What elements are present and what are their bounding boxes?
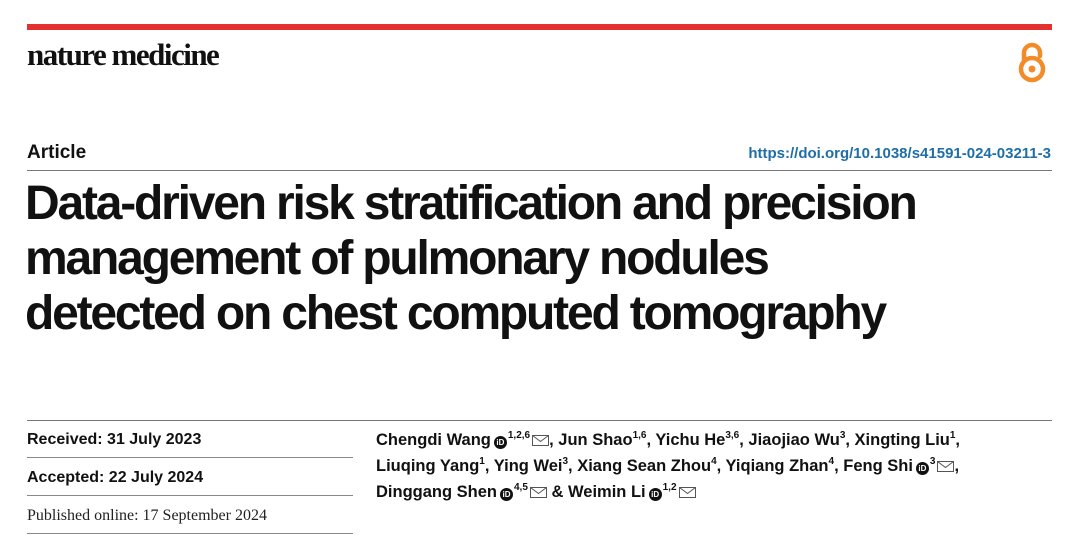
journal-name[interactable]: nature medicine bbox=[27, 37, 220, 72]
orcid-icon[interactable]: iD bbox=[648, 488, 662, 501]
author-separator: , bbox=[549, 431, 559, 449]
affiliation-marker[interactable]: 3 bbox=[562, 456, 569, 467]
affiliation-marker[interactable]: 3 bbox=[929, 456, 936, 467]
author-line: Dinggang Shen iD4,5 & Weimin Li iD1,2 bbox=[376, 479, 1036, 505]
author-name[interactable]: Jiaojiao Wu bbox=[748, 431, 840, 449]
orcid-icon[interactable]: iD bbox=[915, 462, 929, 475]
open-access-lock-icon[interactable] bbox=[1015, 40, 1049, 84]
author: Xingting Liu1, bbox=[854, 430, 961, 450]
author-separator: , bbox=[845, 431, 855, 449]
affiliation-marker[interactable]: 1 bbox=[479, 456, 485, 467]
affiliation-marker[interactable]: 4,5 bbox=[514, 482, 528, 493]
author: Jun Shao1,6, bbox=[558, 430, 656, 450]
title-line: management of pulmonary nodules bbox=[25, 232, 770, 285]
author-line: Chengdi Wang iD1,2,6, Jun Shao1,6, Yichu … bbox=[376, 427, 1036, 453]
author-name[interactable]: Yichu He bbox=[655, 431, 726, 449]
affiliation-marker[interactable]: 4 bbox=[711, 456, 717, 467]
received-date-row: Received: 31 July 2023 bbox=[27, 420, 353, 458]
doi-link[interactable]: https://doi.org/10.1038/s41591-024-03211… bbox=[748, 145, 1051, 162]
article-type-label: Article bbox=[27, 142, 87, 163]
accepted-date-row: Accepted: 22 July 2024 bbox=[27, 458, 353, 496]
accepted-date: Accepted: 22 July 2024 bbox=[27, 469, 204, 486]
article-dates: Received: 31 July 2023 Accepted: 22 July… bbox=[27, 420, 353, 534]
affiliation-marker[interactable]: 3 bbox=[839, 430, 846, 441]
email-icon[interactable] bbox=[529, 480, 547, 498]
divider bbox=[27, 420, 1052, 421]
author-name[interactable]: Yiqiang Zhan bbox=[725, 457, 829, 475]
author-separator: , bbox=[716, 457, 726, 475]
author-name[interactable]: Ying Wei bbox=[493, 457, 563, 475]
author-name[interactable]: Feng Shi bbox=[843, 457, 913, 475]
affiliation-marker[interactable]: 3,6 bbox=[725, 430, 740, 441]
author-name[interactable]: Weimin Li bbox=[568, 483, 646, 501]
author: Xiang Sean Zhou4, bbox=[577, 456, 726, 476]
author: Liuqing Yang1, bbox=[376, 456, 494, 476]
author-line: Liuqing Yang1, Ying Wei3, Xiang Sean Zho… bbox=[376, 453, 1036, 479]
published-date-row: Published online: 17 September 2024 bbox=[27, 496, 353, 534]
author-separator: , bbox=[834, 457, 844, 475]
author: Jiaojiao Wu3, bbox=[748, 430, 855, 450]
author: Ying Wei3, bbox=[493, 456, 578, 476]
received-date: Received: 31 July 2023 bbox=[27, 431, 202, 448]
orcid-icon[interactable]: iD bbox=[493, 436, 507, 449]
author: Yiqiang Zhan4, bbox=[725, 456, 844, 476]
email-icon[interactable] bbox=[532, 428, 550, 446]
author: Yichu He3,6, bbox=[655, 430, 749, 450]
title-line: detected on chest computed tomography bbox=[25, 287, 887, 340]
author-name[interactable]: Xiang Sean Zhou bbox=[577, 457, 712, 475]
author-name[interactable]: Chengdi Wang bbox=[376, 431, 491, 449]
author-name[interactable]: Dinggang Shen bbox=[376, 483, 497, 501]
author-name[interactable]: Jun Shao bbox=[558, 431, 633, 449]
affiliation-marker[interactable]: 4 bbox=[828, 456, 835, 467]
title-line: Data-driven risk stratification and prec… bbox=[25, 177, 918, 230]
author-separator: , bbox=[646, 431, 656, 449]
author-separator: , bbox=[568, 457, 578, 475]
author: Weimin Li iD1,2 bbox=[568, 483, 696, 501]
affiliation-marker[interactable]: 1,2,6 bbox=[507, 430, 531, 441]
orcid-icon[interactable]: iD bbox=[500, 488, 513, 501]
author-name[interactable]: Xingting Liu bbox=[854, 431, 950, 449]
article-title: Data-driven risk stratification and prec… bbox=[25, 176, 1065, 341]
author-separator: , bbox=[739, 431, 749, 449]
affiliation-marker[interactable]: 1,6 bbox=[632, 430, 647, 441]
author-separator: , bbox=[955, 431, 961, 449]
affiliation-marker[interactable]: 1,2 bbox=[662, 482, 677, 493]
author: Dinggang Shen iD4,5 & bbox=[376, 483, 568, 501]
author-separator: & bbox=[546, 483, 568, 501]
author-name[interactable]: Liuqing Yang bbox=[376, 457, 480, 475]
author: Chengdi Wang iD1,2,6, bbox=[376, 431, 558, 449]
author: Feng Shi iD3, bbox=[843, 457, 959, 475]
published-date: Published online: 17 September 2024 bbox=[27, 507, 267, 524]
author-separator: , bbox=[954, 457, 960, 475]
email-icon[interactable] bbox=[937, 454, 955, 472]
author-list: Chengdi Wang iD1,2,6, Jun Shao1,6, Yichu … bbox=[376, 427, 1036, 505]
email-icon[interactable] bbox=[678, 480, 696, 498]
journal-accent-bar bbox=[27, 24, 1052, 30]
affiliation-marker[interactable]: 1 bbox=[949, 430, 956, 441]
divider bbox=[27, 170, 1052, 171]
author-separator: , bbox=[484, 457, 494, 475]
